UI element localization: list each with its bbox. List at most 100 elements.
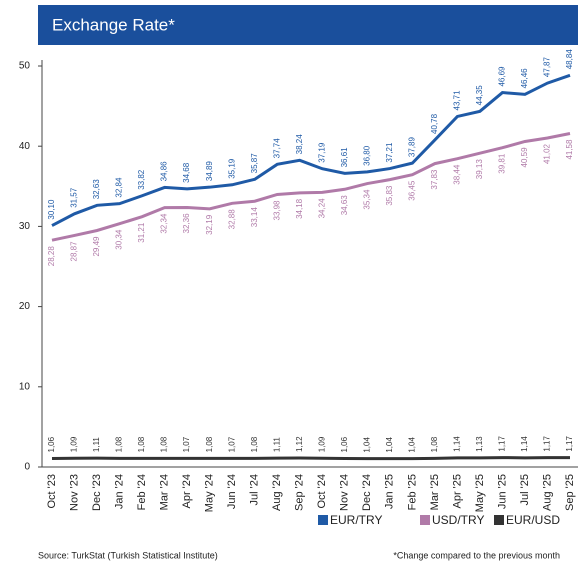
x-tick-label: Apr '25 [451, 474, 463, 509]
value-label: 36,80 [362, 145, 371, 166]
value-label: 39,81 [498, 153, 507, 174]
x-tick-label: Jul '25 [519, 474, 531, 505]
value-label: 39,13 [475, 159, 484, 180]
x-tick-label: Jun '24 [226, 474, 238, 509]
value-label: 38,44 [453, 164, 462, 185]
value-label: 1,06 [47, 436, 56, 452]
value-label: 1,14 [453, 436, 462, 452]
value-label: 34,18 [295, 198, 304, 219]
x-tick-label: Nov '23 [68, 474, 80, 511]
value-label: 1,17 [498, 435, 507, 451]
value-label: 1,07 [227, 436, 236, 452]
y-tick-label: 50 [19, 61, 31, 72]
value-label: 34,86 [160, 161, 169, 182]
x-tick-label: Mar '25 [429, 474, 441, 510]
x-tick-label: Aug '24 [271, 474, 283, 511]
x-tick-label: Aug '25 [541, 474, 553, 511]
value-label: 33,14 [250, 207, 259, 228]
x-tick-label: Jul '24 [249, 474, 261, 505]
value-label: 28,28 [47, 246, 56, 267]
value-label: 30,10 [47, 199, 56, 220]
value-label: 1,17 [565, 435, 574, 451]
source: Source: TurkStat (Turkish Statistical In… [38, 550, 218, 560]
value-label: 33,82 [137, 169, 146, 190]
y-tick-label: 0 [24, 462, 30, 473]
value-label: 32,84 [115, 177, 124, 198]
y-tick-label: 40 [19, 141, 31, 152]
value-label: 46,69 [498, 66, 507, 87]
value-label: 34,63 [340, 195, 349, 216]
value-label: 1,08 [115, 436, 124, 452]
value-label: 1,11 [272, 437, 281, 453]
value-label: 43,71 [453, 90, 462, 111]
y-tick-label: 20 [19, 301, 31, 312]
x-tick-label: Sep '24 [294, 474, 306, 511]
x-tick-label: Oct '24 [316, 474, 328, 509]
value-label: 1,06 [340, 436, 349, 452]
value-label: 1,14 [520, 436, 529, 452]
value-label: 31,57 [70, 187, 79, 208]
value-label: 1,12 [295, 436, 304, 452]
value-label: 41,58 [565, 139, 574, 160]
x-tick-label: Nov '24 [339, 474, 351, 511]
value-label: 47,87 [543, 57, 552, 78]
value-label: 37,89 [407, 137, 416, 158]
x-tick-label: Feb '24 [136, 474, 148, 510]
value-label: 40,78 [430, 113, 439, 134]
value-label: 1,04 [362, 437, 371, 453]
legend-swatch [420, 515, 430, 525]
y-tick-label: 30 [19, 221, 31, 232]
x-tick-label: Jan '24 [113, 474, 125, 509]
value-label: 34,24 [317, 198, 326, 219]
value-label: 44,35 [475, 85, 484, 106]
value-label: 1,04 [407, 437, 416, 453]
x-tick-label: May '25 [474, 474, 486, 512]
legend-swatch [318, 515, 328, 525]
value-label: 38,24 [295, 134, 304, 155]
value-label: 36,45 [407, 180, 416, 201]
value-label: 37,83 [430, 169, 439, 190]
value-label: 35,34 [362, 189, 371, 210]
value-label: 28,87 [70, 241, 79, 262]
value-label: 34,89 [205, 161, 214, 182]
x-tick-label: Sep '25 [564, 474, 576, 511]
value-label: 35,83 [385, 185, 394, 206]
value-label: 35,87 [250, 153, 259, 174]
value-label: 1,08 [160, 436, 169, 452]
value-label: 48,84 [565, 49, 574, 70]
x-tick-label: Feb '25 [406, 474, 418, 510]
y-tick-label: 10 [19, 381, 31, 392]
value-label: 1,08 [250, 436, 259, 452]
value-label: 1,04 [385, 437, 394, 453]
x-tick-label: Mar '24 [159, 474, 171, 510]
value-label: 1,13 [475, 436, 484, 452]
value-label: 41,02 [543, 143, 552, 164]
note: *Change compared to the previous month [393, 550, 560, 560]
value-label: 37,21 [385, 142, 394, 163]
value-label: 31,21 [137, 222, 146, 243]
series-line [51, 132, 571, 242]
value-label: 1,08 [205, 436, 214, 452]
value-label: 40,59 [520, 147, 529, 168]
x-tick-label: Oct '23 [46, 474, 58, 509]
series-line [51, 73, 571, 227]
value-label: 32,63 [92, 179, 101, 200]
chart-title: Exchange Rate* [52, 15, 175, 34]
value-label: 32,34 [160, 213, 169, 234]
value-label: 34,68 [182, 162, 191, 183]
x-tick-label: Jun '25 [496, 474, 508, 509]
series-line [51, 456, 570, 461]
value-label: 1,08 [430, 436, 439, 452]
x-tick-label: Dec '24 [361, 474, 373, 511]
value-label: 1,09 [70, 436, 79, 452]
value-label: 1,11 [92, 437, 101, 453]
value-label: 29,49 [92, 236, 101, 257]
value-label: 33,98 [272, 200, 281, 221]
value-label: 32,19 [205, 214, 214, 235]
value-label: 1,07 [182, 436, 191, 452]
x-tick-label: May '24 [204, 474, 216, 512]
value-label: 32,36 [182, 213, 191, 234]
title-bar [38, 5, 578, 45]
value-label: 32,88 [227, 209, 236, 230]
